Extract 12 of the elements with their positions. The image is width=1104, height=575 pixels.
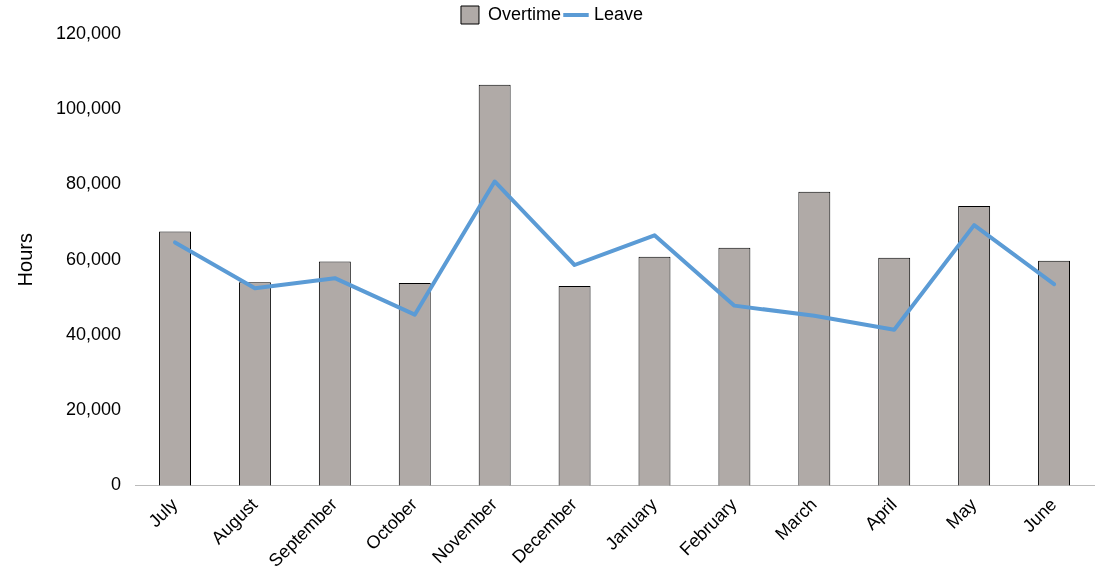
y-tick-label: 100,000 bbox=[55, 98, 122, 119]
y-axis-title: Hours bbox=[13, 233, 36, 287]
y-tick-label: 80,000 bbox=[66, 173, 122, 194]
y-tick-label: 0 bbox=[111, 474, 122, 495]
x-tick-label: May bbox=[942, 494, 981, 533]
y-tick-label: 120,000 bbox=[55, 22, 122, 43]
y-tick-label: 40,000 bbox=[66, 323, 122, 344]
y-tick-label: 60,000 bbox=[66, 248, 122, 269]
legend-label: Leave bbox=[593, 3, 644, 24]
legend-label: Overtime bbox=[487, 3, 561, 24]
y-tick-label: 20,000 bbox=[66, 399, 122, 420]
x-tick-label: July bbox=[144, 494, 182, 532]
